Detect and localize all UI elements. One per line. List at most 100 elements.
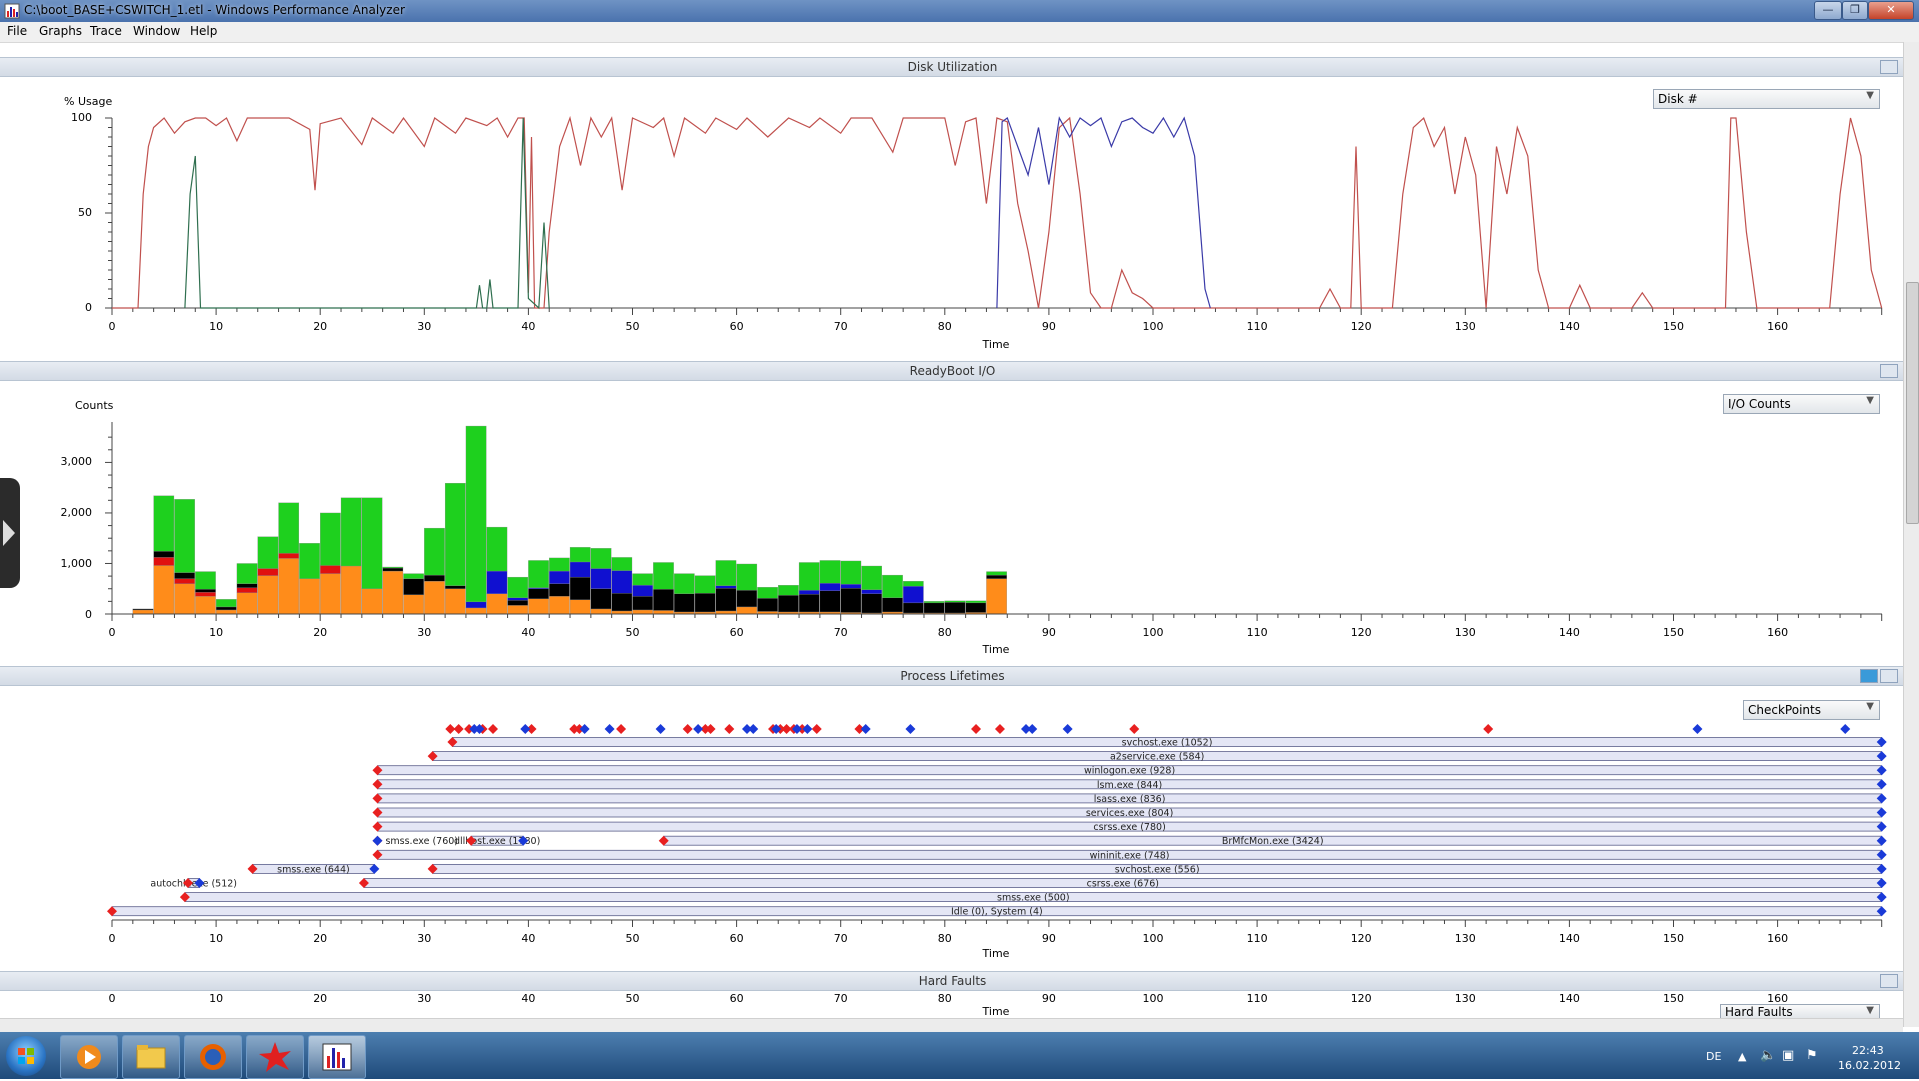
menu-help[interactable]: Help [190, 24, 218, 38]
readyboot-bar [444, 588, 466, 615]
process-panel-expand-button[interactable] [1860, 669, 1878, 683]
disk-x-tick-label: 160 [1767, 320, 1788, 333]
checkpoint-blue-marker [474, 724, 485, 734]
hard-faults-x-tick-label: 10 [209, 992, 223, 1005]
checkpoints-dropdown[interactable]: CheckPoints ▼ [1743, 700, 1880, 720]
action-center-flag-icon[interactable]: ⚑ [1806, 1048, 1818, 1063]
hard-faults-dropdown[interactable]: Hard Faults ▼ [1720, 1004, 1880, 1019]
readyboot-bar [507, 600, 529, 606]
network-icon[interactable]: ▣ [1782, 1048, 1795, 1063]
process-end-marker [1876, 737, 1887, 747]
process-label: svchost.exe (556) [1115, 864, 1200, 875]
taskbar-explorer[interactable] [122, 1035, 180, 1079]
process-start-marker [427, 751, 438, 762]
taskbar-firefox[interactable] [184, 1035, 242, 1079]
chart-icon [322, 1043, 352, 1071]
clock-date[interactable]: 16.02.2012 [1838, 1059, 1901, 1072]
readyboot-bar [819, 583, 841, 591]
readyboot-bar [465, 425, 487, 603]
readyboot-bar [257, 575, 279, 615]
taskbar-media-player[interactable] [60, 1035, 118, 1079]
clock-time[interactable]: 22:43 [1852, 1044, 1884, 1057]
horizontal-scrollbar[interactable] [0, 1018, 1903, 1033]
readyboot-bar [986, 578, 1007, 615]
readyboot-bar [320, 512, 341, 566]
disk-x-tick-label: 0 [109, 320, 116, 333]
hard-faults-x-tick-label: 20 [313, 992, 327, 1005]
readyboot-x-tick-label: 20 [313, 626, 327, 639]
menu-window[interactable]: Window [133, 24, 181, 38]
process-end-marker [1876, 807, 1887, 818]
hard-faults-x-tick-label: 110 [1247, 992, 1268, 1005]
disk-x-tick-label: 30 [417, 320, 431, 333]
disk-panel-collapse-button[interactable] [1880, 60, 1898, 74]
show-hidden-icons[interactable]: ▲ [1738, 1050, 1747, 1063]
taskbar-red-app[interactable] [246, 1035, 304, 1079]
readyboot-bar [861, 593, 882, 614]
process-label: svchost.exe (1052) [1122, 738, 1213, 749]
readyboot-bar [361, 588, 383, 615]
hard-faults-collapse-button[interactable] [1880, 974, 1898, 988]
readyboot-bar [215, 606, 237, 611]
process-x-tick-label: 110 [1247, 932, 1268, 945]
checkpoint-blue-marker [1027, 724, 1038, 734]
media-player-icon [77, 1045, 101, 1069]
readyboot-bar [174, 572, 195, 579]
disk-x-tick-label: 140 [1559, 320, 1580, 333]
checkpoint-blue-marker [1062, 724, 1073, 734]
checkpoint-blue-marker [604, 724, 615, 734]
readyboot-panel-collapse-button[interactable] [1880, 364, 1898, 378]
scrollbar-thumb[interactable] [1906, 282, 1919, 524]
close-button[interactable]: ✕ [1868, 1, 1914, 20]
checkpoint-red-marker [700, 724, 711, 734]
hard-faults-x-tick-label: 100 [1143, 992, 1164, 1005]
hard-faults-x-tick-label: 50 [626, 992, 640, 1005]
red-splat-icon [259, 1042, 291, 1072]
volume-icon[interactable]: 🔈 [1760, 1048, 1777, 1063]
minimize-button[interactable]: — [1814, 1, 1842, 20]
process-end-marker [1876, 906, 1887, 917]
disk-ytick-label: 50 [78, 206, 92, 219]
start-button[interactable] [6, 1036, 46, 1076]
menu-trace[interactable]: Trace [90, 24, 122, 38]
readyboot-bar [132, 609, 154, 615]
vertical-scrollbar[interactable] [1903, 42, 1919, 1027]
side-panel-toggle[interactable] [0, 478, 20, 588]
readyboot-bar [507, 576, 529, 598]
checkpoint-red-marker [526, 724, 537, 734]
io-counts-dropdown[interactable]: I/O Counts ▼ [1723, 394, 1880, 414]
process-panel-collapse-button[interactable] [1880, 669, 1898, 683]
readyboot-bar [486, 593, 508, 615]
process-end-marker [369, 863, 380, 874]
readyboot-x-tick-label: 140 [1559, 626, 1580, 639]
input-language[interactable]: DE [1706, 1050, 1722, 1063]
process-label: Idle (0), System (4) [951, 907, 1043, 918]
menu-file[interactable]: File [7, 24, 28, 38]
checkpoint-blue-marker [1840, 724, 1851, 734]
process-lifetimes-title: Process Lifetimes [900, 669, 1005, 683]
close-icon: ✕ [1886, 3, 1896, 16]
readyboot-bar [424, 574, 445, 582]
readyboot-bar [840, 584, 862, 589]
readyboot-bar [882, 574, 903, 598]
readyboot-x-tick-label: 70 [834, 626, 848, 639]
readyboot-bar [715, 585, 737, 589]
disk-utilization-title: Disk Utilization [907, 60, 998, 74]
menu-graphs[interactable]: Graphs [39, 24, 83, 38]
readyboot-bar [569, 561, 591, 578]
readyboot-bar [632, 596, 653, 611]
readyboot-bar [590, 588, 612, 610]
readyboot-bar [778, 595, 799, 613]
readyboot-bar [590, 568, 612, 589]
taskbar-wpa[interactable] [308, 1035, 366, 1079]
disk-x-tick-label: 70 [834, 320, 848, 333]
process-label: smss.exe (760) [385, 836, 458, 847]
hard-faults-x-tick-label: 70 [834, 992, 848, 1005]
readyboot-bar [611, 557, 633, 571]
process-start-marker [179, 892, 190, 903]
hard-faults-header: Hard Faults [0, 971, 1919, 991]
readyboot-bar [320, 573, 341, 615]
taskbar: DE ▲ 🔈 ▣ ⚑ 22:43 16.02.2012 [0, 1032, 1919, 1079]
disk-selector-dropdown[interactable]: Disk # ▼ [1653, 89, 1880, 109]
maximize-button[interactable]: ❐ [1842, 1, 1868, 20]
